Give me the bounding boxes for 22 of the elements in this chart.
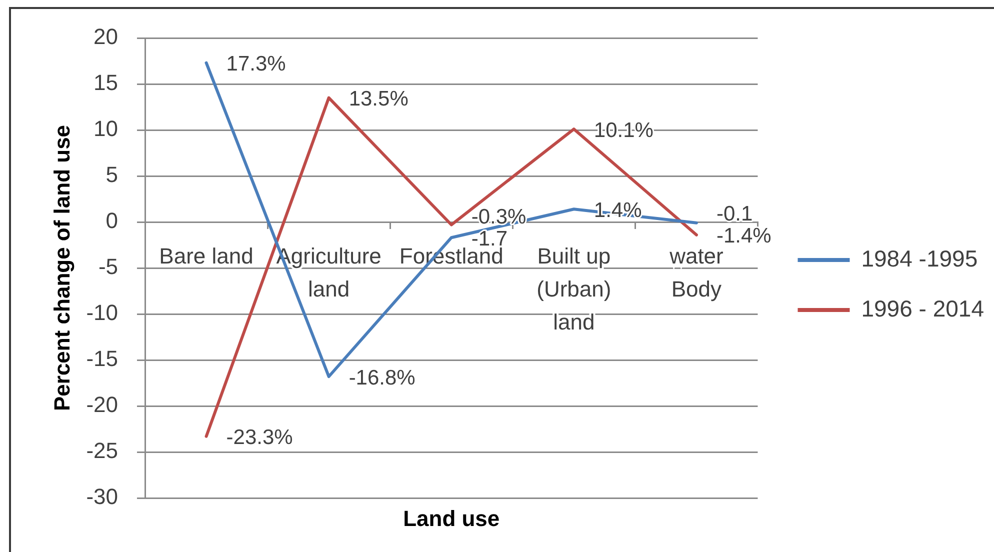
data-label: 13.5% (348, 88, 408, 111)
legend-label: 1996 - 2014 (861, 295, 984, 322)
data-label: -16.8% (348, 366, 416, 390)
y-axis-title: Percent change of land use (49, 124, 74, 412)
data-label: -23.3% (226, 426, 293, 450)
y-tick-label: -5 (98, 254, 118, 280)
y-tick-label: 20 (94, 24, 118, 50)
y-tick-label: -30 (86, 484, 118, 510)
y-tick-label: -10 (86, 300, 118, 326)
y-tick-label: 5 (106, 162, 118, 188)
y-tick-label: 15 (94, 70, 118, 96)
x-tick-label: Bare land (159, 244, 254, 269)
y-tick-label: -25 (86, 438, 118, 464)
y-tick-label: 10 (94, 116, 118, 142)
y-tick-label: -20 (86, 392, 118, 418)
x-axis-title: Land use (403, 506, 500, 532)
y-tick-label: 0 (106, 208, 118, 234)
data-label: -0.1 (716, 202, 753, 226)
x-tick-label: Built up (Urban) land (536, 244, 612, 335)
legend-label: 1984 -1995 (861, 245, 978, 272)
data-label: 17.3% (226, 52, 286, 76)
y-tick-label: -15 (86, 346, 118, 372)
